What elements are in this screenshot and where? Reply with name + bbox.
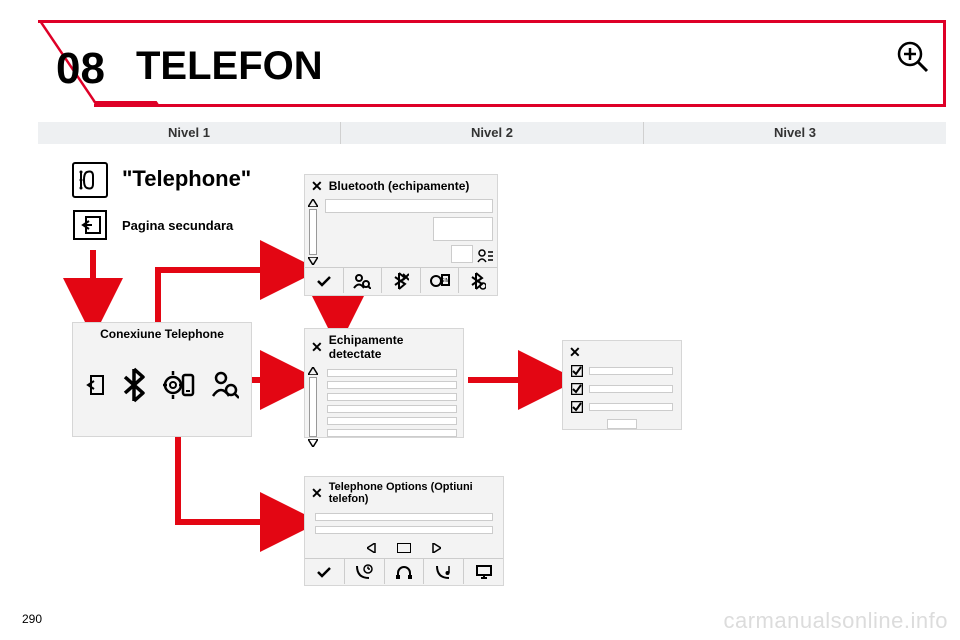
conexiune-panel: Conexiune Telephone: [72, 322, 252, 437]
phone-clock-icon: [345, 559, 385, 584]
page-number: 290: [22, 612, 42, 626]
close-icon: ✕: [569, 345, 581, 359]
bluetooth-link-icon: [459, 268, 497, 293]
scroll-down-icon: [308, 439, 318, 447]
scroll-up-icon: [308, 199, 318, 207]
list-item: [327, 405, 457, 413]
bluetooth-panel-title: Bluetooth (echipamente): [329, 179, 470, 193]
list-item: [327, 381, 457, 389]
close-icon: ✕: [311, 486, 323, 500]
next-icon: [431, 543, 441, 553]
bluetooth-panel: ✕ Bluetooth (echipamente): [304, 174, 498, 296]
header-bottom-line: [94, 104, 946, 107]
magnify-plus-icon: [896, 40, 930, 74]
check-icon: [305, 559, 345, 584]
close-icon: ✕: [311, 179, 323, 193]
list-item: [571, 401, 673, 413]
checkbox-checked-icon: [571, 401, 583, 413]
conexiune-title: Conexiune Telephone: [100, 327, 224, 341]
detected-panel: ✕ Echipamente detectate: [304, 328, 464, 438]
level-2: Nivel 2: [341, 122, 644, 144]
list-item: [327, 369, 457, 377]
scroll-down-icon: [308, 257, 318, 265]
checkbox-checked-icon: [571, 365, 583, 377]
secondary-page-label: Pagina secundara: [122, 218, 233, 233]
person-search-icon: [211, 370, 239, 400]
prev-icon: [367, 543, 377, 553]
svg-text:SIM: SIM: [441, 278, 450, 284]
bluetooth-off-icon: [382, 268, 421, 293]
level-1: Nivel 1: [38, 122, 341, 144]
sim-phone-icon: SIM: [421, 268, 460, 293]
check-icon: [305, 268, 344, 293]
monitor-icon: [464, 559, 503, 584]
checkbox-checked-icon: [571, 383, 583, 395]
phone-settings-icon: [163, 369, 195, 401]
checkbox-panel: ✕: [562, 340, 682, 430]
options-panel: ✕ Telephone Options (Optiuni telefon): [304, 476, 504, 586]
secondary-page-icon: [73, 210, 107, 240]
person-search-small-icon: [344, 268, 383, 293]
telephone-label: "Telephone": [122, 166, 251, 192]
list-item: [315, 526, 493, 534]
page-indicator-icon: [397, 543, 411, 553]
list-item: [327, 417, 457, 425]
list-item: [327, 429, 457, 437]
list-item: [571, 383, 673, 395]
level-3: Nivel 3: [644, 122, 946, 144]
chapter-number: 08: [56, 44, 105, 94]
telephone-icon: [72, 162, 108, 198]
list-item: [571, 365, 673, 377]
list-item: [315, 513, 493, 521]
scroll-up-icon: [308, 367, 318, 375]
watermark: carmanualsonline.info: [723, 608, 948, 634]
list-item: [327, 393, 457, 401]
phone-music-icon: [424, 559, 464, 584]
exit-icon: [85, 374, 105, 396]
detected-title: Echipamente detectate: [329, 333, 457, 361]
bluetooth-icon: [121, 367, 147, 403]
levels-bar: Nivel 1 Nivel 2 Nivel 3: [38, 122, 946, 144]
close-icon: ✕: [311, 340, 323, 354]
options-title: Telephone Options (Optiuni telefon): [329, 481, 497, 505]
chapter-title: TELEFON: [136, 44, 323, 89]
headphones-icon: [385, 559, 425, 584]
person-list-icon: [477, 249, 493, 263]
